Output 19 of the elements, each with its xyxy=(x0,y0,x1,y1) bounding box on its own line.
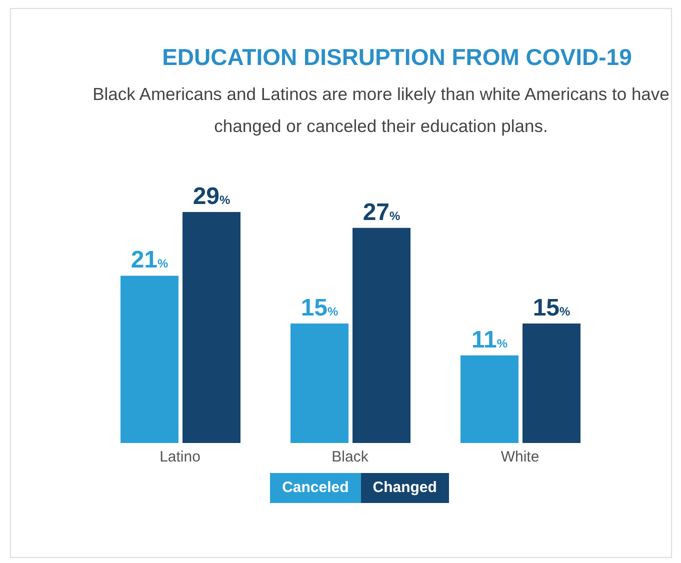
bar xyxy=(290,324,348,443)
text: Changed xyxy=(360,473,449,503)
x-tick-label: White xyxy=(500,448,540,466)
bar xyxy=(182,212,240,443)
x-tick-label: Black xyxy=(332,448,369,466)
bar xyxy=(352,228,410,443)
data-label: 15% xyxy=(532,294,571,322)
x-tick-label: Latino xyxy=(160,448,200,466)
text: Canceled xyxy=(270,473,361,503)
bar xyxy=(460,355,518,443)
data-label: 15% xyxy=(300,294,339,322)
chart-title: EDUCATION DISRUPTION FROM COVID-19 xyxy=(161,44,633,71)
chart-subtitle: Black Americans and Latinos are more likely than white Americans to have changed or canceled their education plans. xyxy=(92,83,670,138)
data-label: 11% xyxy=(471,326,508,354)
data-label: 27% xyxy=(362,198,401,226)
bar xyxy=(120,276,178,443)
bar xyxy=(522,324,580,443)
data-label: 21% xyxy=(130,246,169,274)
data-label: 29% xyxy=(192,183,231,210)
